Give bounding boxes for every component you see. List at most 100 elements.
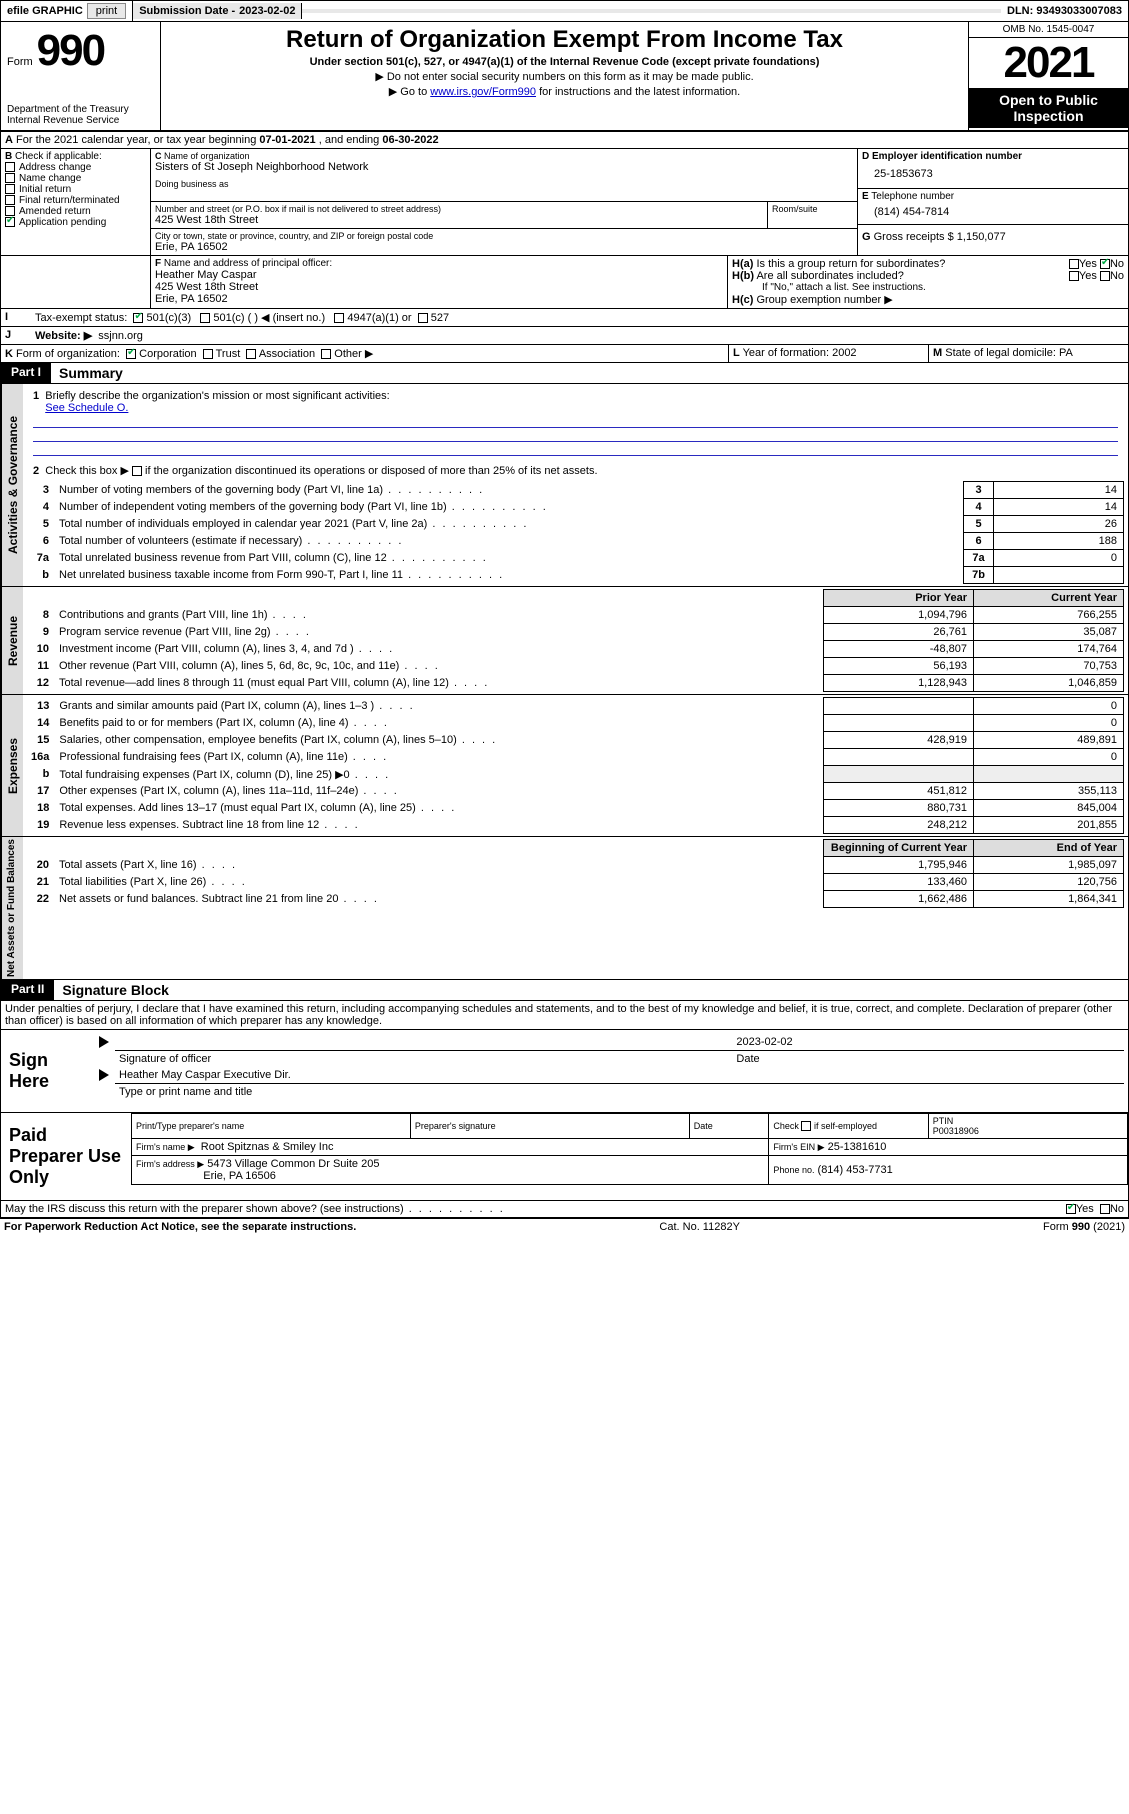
current-year-val: 355,113 bbox=[974, 783, 1124, 800]
prior-year-val: 428,919 bbox=[824, 732, 974, 749]
hdr-current-year: Current Year bbox=[974, 590, 1124, 607]
print-button[interactable]: print bbox=[87, 3, 126, 19]
prior-year-val: 248,212 bbox=[824, 817, 974, 834]
line-desc: Investment income (Part VIII, column (A)… bbox=[55, 641, 824, 658]
footer-form: 990 bbox=[1072, 1221, 1090, 1233]
part2-title: Signature Block bbox=[54, 980, 177, 1000]
open-public-2: Inspection bbox=[969, 108, 1128, 124]
form-subtitle: Under section 501(c), 527, or 4947(a)(1)… bbox=[167, 56, 962, 68]
line1-value[interactable]: See Schedule O. bbox=[45, 402, 128, 414]
line-box: 7a bbox=[964, 550, 994, 567]
current-year-val: 120,756 bbox=[974, 874, 1124, 891]
line-desc: Number of independent voting members of … bbox=[55, 499, 964, 516]
print-name-label: Type or print name and title bbox=[115, 1084, 1124, 1101]
chk-trust[interactable] bbox=[203, 349, 213, 359]
sideband-expenses: Expenses bbox=[1, 695, 23, 836]
sideband-governance: Activities & Governance bbox=[1, 384, 23, 586]
firm-phone-label: Phone no. bbox=[773, 1165, 814, 1175]
chk-4947[interactable] bbox=[334, 313, 344, 323]
chk-initial-return[interactable] bbox=[5, 184, 15, 194]
addr-label: Number and street (or P.O. box if mail i… bbox=[155, 204, 763, 214]
line-num: b bbox=[27, 766, 55, 783]
ha-no[interactable] bbox=[1100, 259, 1110, 269]
chk-corp[interactable] bbox=[126, 349, 136, 359]
b-item-4: Amended return bbox=[19, 206, 91, 217]
chk-discontinued[interactable] bbox=[132, 466, 142, 476]
sign-here-label: Sign Here bbox=[1, 1030, 91, 1112]
sideband-netassets: Net Assets or Fund Balances bbox=[1, 837, 23, 979]
prep-col3: Date bbox=[689, 1114, 769, 1139]
form-number: 990 bbox=[37, 26, 104, 76]
chk-application-pending[interactable] bbox=[5, 217, 15, 227]
chk-name-change[interactable] bbox=[5, 173, 15, 183]
prior-year-val bbox=[824, 715, 974, 732]
ptin-value: P00318906 bbox=[933, 1126, 979, 1136]
line-desc: Total number of individuals employed in … bbox=[55, 516, 964, 533]
current-year-val: 201,855 bbox=[974, 817, 1124, 834]
l-label: Year of formation: bbox=[743, 347, 829, 359]
line-num: b bbox=[27, 567, 55, 584]
line-num: 14 bbox=[27, 715, 55, 732]
current-year-val: 489,891 bbox=[974, 732, 1124, 749]
period-end: 06-30-2022 bbox=[382, 134, 438, 146]
prior-year-val: 1,795,946 bbox=[824, 857, 974, 874]
irs-label: Internal Revenue Service bbox=[7, 115, 154, 126]
line-desc: Professional fundraising fees (Part IX, … bbox=[55, 749, 823, 766]
line-desc: Revenue less expenses. Subtract line 18 … bbox=[55, 817, 823, 834]
topbar: efile GRAPHIC print Submission Date - 20… bbox=[0, 0, 1129, 22]
sig-officer-label: Signature of officer bbox=[115, 1051, 732, 1068]
officer-name: Heather May Caspar bbox=[155, 269, 723, 281]
current-year-val: 1,985,097 bbox=[974, 857, 1124, 874]
hb-yes[interactable] bbox=[1069, 271, 1079, 281]
hb-no[interactable] bbox=[1100, 271, 1110, 281]
form-label: Form bbox=[7, 56, 33, 68]
chk-address-change[interactable] bbox=[5, 162, 15, 172]
sideband-revenue: Revenue bbox=[1, 587, 23, 694]
chk-501c[interactable] bbox=[200, 313, 210, 323]
part1-title: Summary bbox=[51, 363, 131, 383]
city-state-zip: Erie, PA 16502 bbox=[155, 241, 853, 253]
revenue-table: Prior YearCurrent Year 8 Contributions a… bbox=[27, 589, 1124, 692]
firm-addr1: 5473 Village Common Dr Suite 205 bbox=[207, 1158, 379, 1170]
k-label: Form of organization: bbox=[16, 348, 120, 360]
line-num: 5 bbox=[27, 516, 55, 533]
discuss-yes[interactable] bbox=[1066, 1204, 1076, 1214]
penalty-text: Under penalties of perjury, I declare th… bbox=[1, 1001, 1128, 1029]
hdr-beginning: Beginning of Current Year bbox=[824, 840, 974, 857]
chk-501c3[interactable] bbox=[133, 313, 143, 323]
hdr-prior-year: Prior Year bbox=[824, 590, 974, 607]
discuss-no[interactable] bbox=[1100, 1204, 1110, 1214]
sign-date-value: 2023-02-02 bbox=[732, 1034, 1124, 1051]
chk-assoc[interactable] bbox=[246, 349, 256, 359]
form990-link[interactable]: www.irs.gov/Form990 bbox=[430, 86, 536, 98]
gross-label: Gross receipts $ bbox=[874, 231, 954, 243]
chk-other[interactable] bbox=[321, 349, 331, 359]
line-desc: Total fundraising expenses (Part IX, col… bbox=[55, 766, 823, 783]
prep-col1: Print/Type preparer's name bbox=[132, 1114, 411, 1139]
chk-final-return[interactable] bbox=[5, 195, 15, 205]
line-desc: Number of voting members of the governin… bbox=[55, 482, 964, 499]
period-begin: 07-01-2021 bbox=[259, 134, 315, 146]
line-desc: Total revenue—add lines 8 through 11 (mu… bbox=[55, 675, 824, 692]
prior-year-val: -48,807 bbox=[824, 641, 974, 658]
line-num: 12 bbox=[27, 675, 55, 692]
prior-year-val: 56,193 bbox=[824, 658, 974, 675]
line-num: 11 bbox=[27, 658, 55, 675]
chk-self-employed[interactable] bbox=[801, 1121, 811, 1131]
ha-yes[interactable] bbox=[1069, 259, 1079, 269]
prior-year-val: 880,731 bbox=[824, 800, 974, 817]
current-year-val: 0 bbox=[974, 698, 1124, 715]
ha-label: Is this a group return for subordinates? bbox=[756, 258, 945, 270]
line-desc: Contributions and grants (Part VIII, lin… bbox=[55, 607, 824, 624]
note-goto-pre: Go to bbox=[400, 86, 430, 98]
state-domicile: PA bbox=[1059, 347, 1073, 359]
tax-year: 2021 bbox=[969, 38, 1128, 88]
line-desc: Benefits paid to or for members (Part IX… bbox=[55, 715, 823, 732]
sign-triangle-icon bbox=[99, 1036, 109, 1048]
b-item-0: Address change bbox=[19, 162, 91, 173]
line-desc: Other expenses (Part IX, column (A), lin… bbox=[55, 783, 823, 800]
current-year-val: 1,046,859 bbox=[974, 675, 1124, 692]
chk-527[interactable] bbox=[418, 313, 428, 323]
line-num: 13 bbox=[27, 698, 55, 715]
prep-col2: Preparer's signature bbox=[410, 1114, 689, 1139]
